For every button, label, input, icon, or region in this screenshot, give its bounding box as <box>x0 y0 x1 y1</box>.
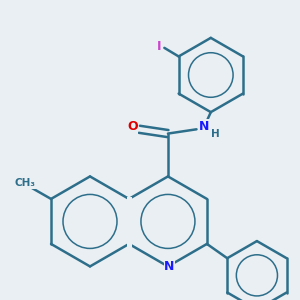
Text: H: H <box>211 129 220 139</box>
Text: O: O <box>127 120 137 133</box>
Text: CH₃: CH₃ <box>15 178 36 188</box>
Text: N: N <box>164 260 175 273</box>
Text: I: I <box>156 40 161 53</box>
Text: N: N <box>199 120 210 133</box>
